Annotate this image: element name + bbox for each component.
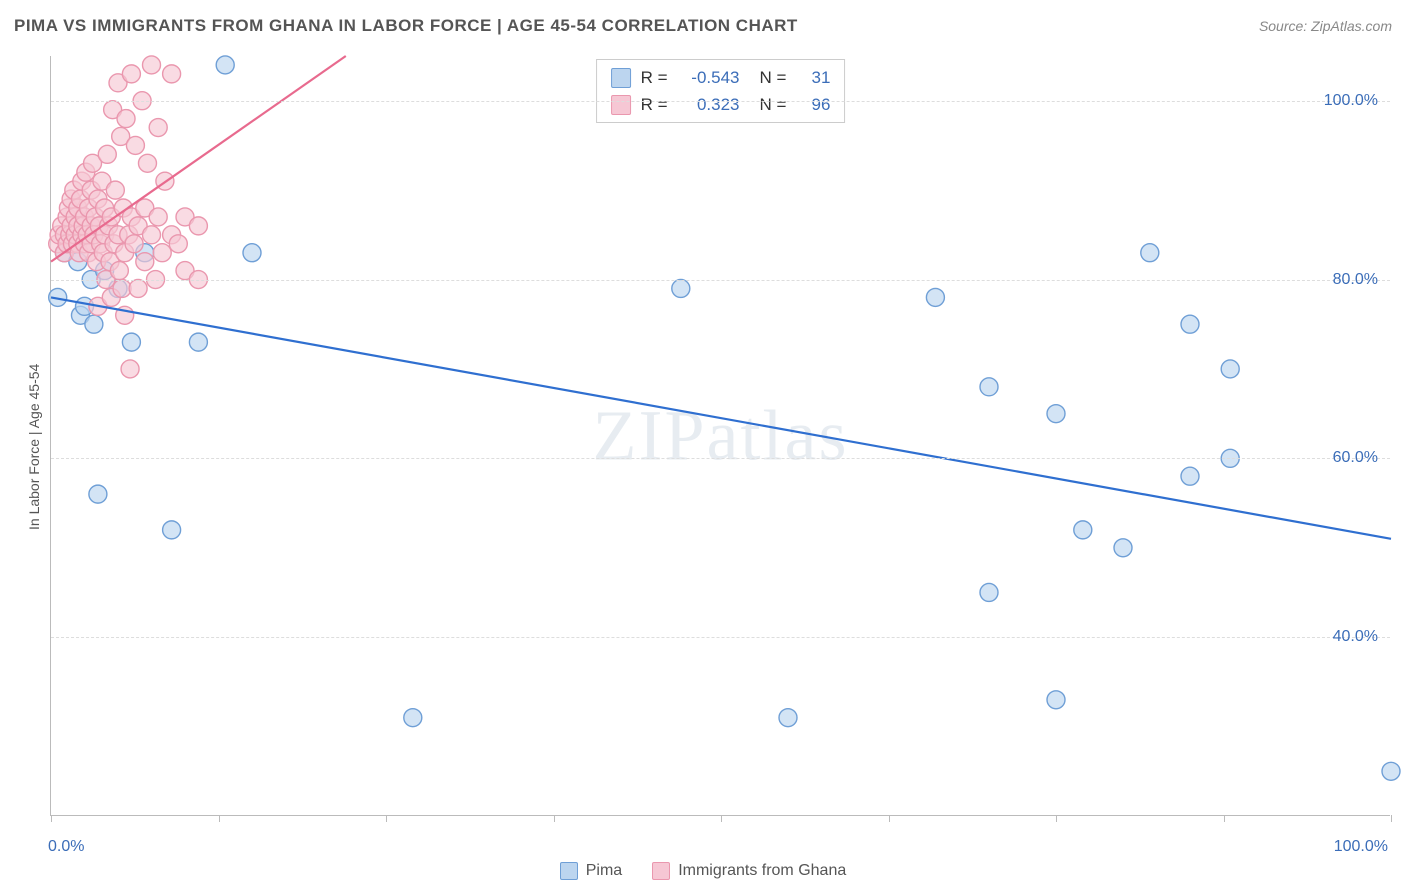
stats-legend-box: R = -0.543 N = 31 R = 0.323 N = 96 xyxy=(596,59,846,123)
x-axis-max-label: 100.0% xyxy=(1334,838,1388,856)
data-point xyxy=(121,360,139,378)
series-swatch xyxy=(611,68,631,88)
data-point xyxy=(138,154,156,172)
series-swatch xyxy=(611,95,631,115)
x-tick xyxy=(1391,815,1392,822)
data-point xyxy=(1047,691,1065,709)
legend-item: Immigrants from Ghana xyxy=(652,862,846,880)
data-point xyxy=(110,262,128,280)
plot-svg xyxy=(51,56,1390,815)
legend-label: Immigrants from Ghana xyxy=(678,862,846,880)
data-point xyxy=(1141,244,1159,262)
chart-title: PIMA VS IMMIGRANTS FROM GHANA IN LABOR F… xyxy=(14,16,798,36)
stats-row: R = -0.543 N = 31 xyxy=(611,64,831,91)
x-tick xyxy=(386,815,387,822)
data-point xyxy=(189,217,207,235)
y-tick-label: 100.0% xyxy=(1324,92,1378,110)
legend-swatch xyxy=(560,862,578,880)
x-tick xyxy=(1056,815,1057,822)
data-point xyxy=(85,315,103,333)
stats-row: R = 0.323 N = 96 xyxy=(611,91,831,118)
data-point xyxy=(216,56,234,74)
x-tick xyxy=(721,815,722,822)
data-point xyxy=(980,583,998,601)
gridline xyxy=(51,101,1390,102)
data-point xyxy=(1382,762,1400,780)
data-point xyxy=(163,65,181,83)
data-point xyxy=(926,288,944,306)
r-value: -0.543 xyxy=(678,64,740,91)
legend-swatch xyxy=(652,862,670,880)
y-tick-label: 80.0% xyxy=(1333,271,1378,289)
legend-item: Pima xyxy=(560,862,622,880)
data-point xyxy=(122,333,140,351)
x-tick xyxy=(889,815,890,822)
data-point xyxy=(89,485,107,503)
y-tick-label: 40.0% xyxy=(1333,628,1378,646)
y-axis-label: In Labor Force | Age 45-54 xyxy=(26,364,42,530)
title-bar: PIMA VS IMMIGRANTS FROM GHANA IN LABOR F… xyxy=(14,16,1392,36)
r-label: R = xyxy=(641,64,668,91)
data-point xyxy=(136,253,154,271)
data-point xyxy=(1074,521,1092,539)
gridline xyxy=(51,280,1390,281)
data-point xyxy=(125,235,143,253)
data-point xyxy=(672,279,690,297)
data-point xyxy=(122,65,140,83)
r-value: 0.323 xyxy=(678,91,740,118)
scatter-plot: ZIPatlas R =-0.543N =31R =0.323N =96 40.… xyxy=(50,56,1390,816)
data-point xyxy=(189,333,207,351)
x-tick xyxy=(51,815,52,822)
data-point xyxy=(143,56,161,74)
data-point xyxy=(779,709,797,727)
data-point xyxy=(117,110,135,128)
data-point xyxy=(1047,405,1065,423)
n-value: 96 xyxy=(796,91,830,118)
data-point xyxy=(113,279,131,297)
n-value: 31 xyxy=(796,64,830,91)
data-point xyxy=(98,145,116,163)
data-point xyxy=(126,136,144,154)
data-point xyxy=(143,226,161,244)
source-label: Source: ZipAtlas.com xyxy=(1259,18,1392,34)
x-axis-min-label: 0.0% xyxy=(48,838,84,856)
r-label: R = xyxy=(641,91,668,118)
data-point xyxy=(149,208,167,226)
data-point xyxy=(1181,315,1199,333)
x-tick xyxy=(219,815,220,822)
data-point xyxy=(1114,539,1132,557)
data-point xyxy=(243,244,261,262)
bottom-legend: Pima Immigrants from Ghana xyxy=(0,862,1406,880)
n-label: N = xyxy=(760,64,787,91)
y-tick-label: 60.0% xyxy=(1333,449,1378,467)
gridline xyxy=(51,458,1390,459)
data-point xyxy=(169,235,187,253)
data-point xyxy=(980,378,998,396)
data-point xyxy=(1181,467,1199,485)
data-point xyxy=(1221,360,1239,378)
data-point xyxy=(106,181,124,199)
data-point xyxy=(153,244,171,262)
x-tick xyxy=(1224,815,1225,822)
x-tick xyxy=(554,815,555,822)
data-point xyxy=(149,119,167,137)
data-point xyxy=(404,709,422,727)
data-point xyxy=(129,279,147,297)
gridline xyxy=(51,637,1390,638)
legend-label: Pima xyxy=(586,862,622,880)
data-point xyxy=(163,521,181,539)
n-label: N = xyxy=(760,91,787,118)
